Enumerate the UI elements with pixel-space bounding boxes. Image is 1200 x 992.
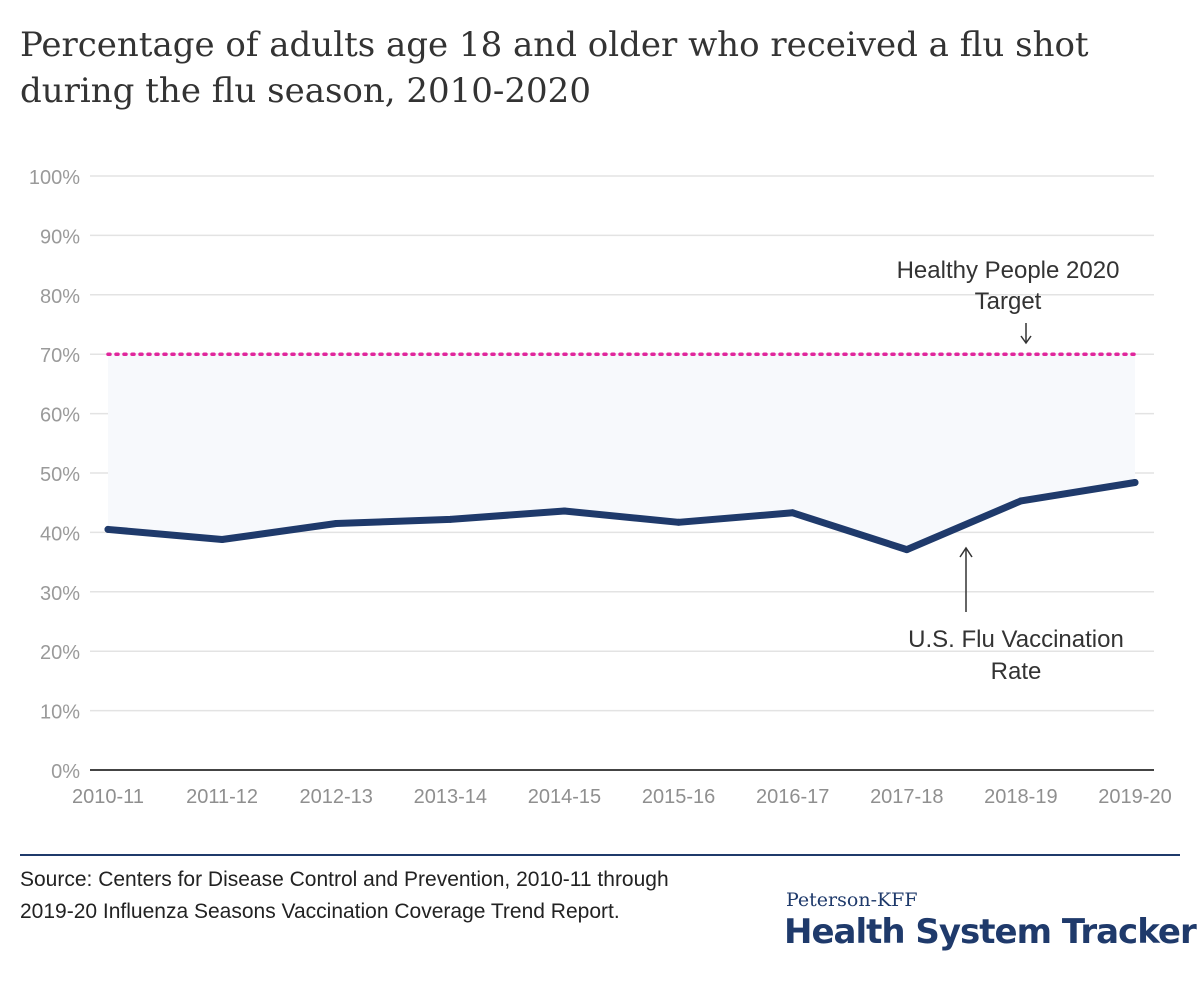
series-arrow-head xyxy=(959,546,973,558)
x-tick-label: 2013-14 xyxy=(414,786,487,808)
data-point xyxy=(1131,479,1139,487)
y-tick-label: 50% xyxy=(40,464,80,486)
data-point xyxy=(789,509,797,517)
data-point xyxy=(675,518,683,526)
x-tick-label: 2012-13 xyxy=(300,786,373,808)
x-tick-label: 2016-17 xyxy=(756,786,829,808)
y-tick-label: 60% xyxy=(40,405,80,427)
source-note: Source: Centers for Disease Control and … xyxy=(20,868,669,923)
data-point xyxy=(1017,497,1025,505)
data-point xyxy=(104,525,112,533)
brand-logo: Health System Tracker xyxy=(784,912,1197,952)
target-annotation-line2: Target xyxy=(975,288,1042,315)
target-annotation-line1: Healthy People 2020 xyxy=(897,257,1120,284)
y-tick-label: 70% xyxy=(40,345,80,367)
y-tick-label: 10% xyxy=(40,702,80,724)
series-annotation-line1: U.S. Flu Vaccination xyxy=(908,626,1124,653)
y-tick-label: 90% xyxy=(40,226,80,248)
footer-divider xyxy=(20,854,1180,856)
gap-shading xyxy=(108,354,1135,550)
line-chart: 0% 10% 20% 30% 40% 50% 60% 70% 80% 90% 100% 2010-11… xyxy=(29,167,1172,808)
x-tick-label: 2015-16 xyxy=(642,786,715,808)
x-tick-label: 2010-11 xyxy=(72,786,144,808)
brand-subtitle: Peterson-KFF xyxy=(786,889,918,911)
series-annotation-line2: Rate xyxy=(991,658,1042,685)
y-tick-label: 40% xyxy=(40,523,80,545)
x-tick-label: 2018-19 xyxy=(984,786,1057,808)
data-point xyxy=(903,546,911,554)
data-point xyxy=(446,515,454,523)
y-tick-label: 20% xyxy=(40,642,80,664)
target-arrow-head xyxy=(1020,335,1032,345)
data-point xyxy=(560,507,568,515)
chart-title: Percentage of adults age 18 and older wh… xyxy=(20,25,1089,111)
data-point xyxy=(332,519,340,527)
y-tick-label: 80% xyxy=(40,286,80,308)
x-tick-label: 2019-20 xyxy=(1098,786,1171,808)
flu-vaccination-line xyxy=(104,479,1139,554)
x-tick-label: 2011-12 xyxy=(186,786,258,808)
data-point xyxy=(218,536,226,544)
y-tick-label: 100% xyxy=(29,167,80,189)
y-tick-label: 30% xyxy=(40,583,80,605)
x-tick-label: 2017-18 xyxy=(870,786,943,808)
y-tick-label: 0% xyxy=(51,761,80,783)
x-tick-label: 2014-15 xyxy=(528,786,601,808)
